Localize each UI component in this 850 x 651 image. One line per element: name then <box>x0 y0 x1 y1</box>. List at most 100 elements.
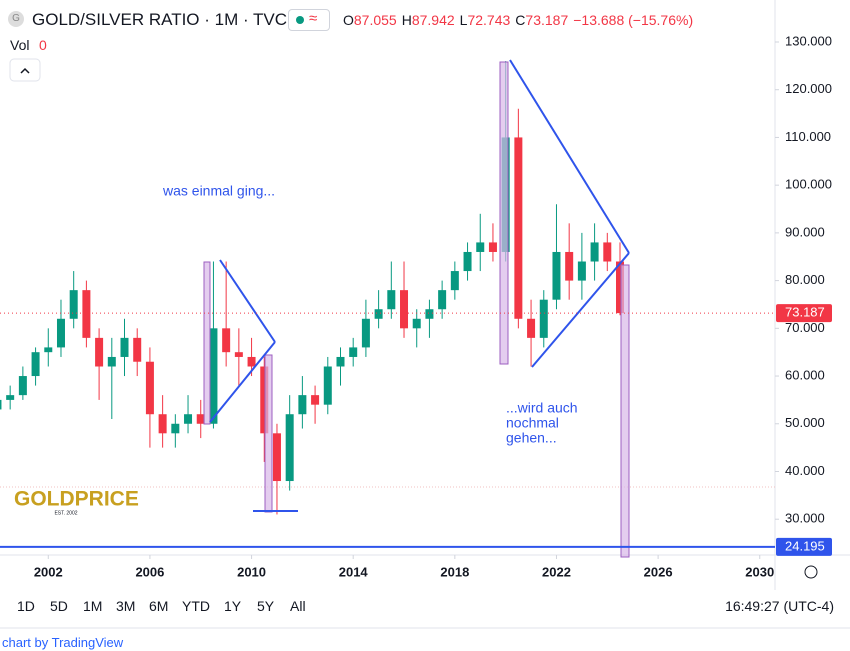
plot <box>0 61 624 515</box>
symbol[interactable]: GOLD/SILVER RATIO · 1M · TVC <box>32 10 288 29</box>
candle-body <box>577 261 586 281</box>
watermark-sub: EST. 2002 <box>54 510 77 516</box>
candle-body <box>539 299 548 338</box>
candle-body <box>69 290 78 319</box>
x-tick-label: 2026 <box>644 564 673 579</box>
candle-body <box>209 328 218 424</box>
range-button[interactable]: All <box>290 598 306 614</box>
candle-body <box>0 399 2 410</box>
box <box>264 354 273 513</box>
candle-body <box>95 337 104 367</box>
y-tick-label: 120.000 <box>785 81 832 96</box>
trend-lines <box>209 59 630 512</box>
candle-body <box>260 366 269 434</box>
candle-body <box>412 318 421 329</box>
x-tick-label: 2006 <box>135 564 164 579</box>
trend-line <box>509 59 630 254</box>
ohlc-key: O <box>343 12 354 28</box>
y-tick-label: 80.000 <box>785 272 825 287</box>
range-button[interactable]: 6M <box>149 598 169 614</box>
candle-body <box>514 137 523 319</box>
candle-body <box>311 395 320 405</box>
last-price-label: 73.187 <box>785 305 825 320</box>
candle-body <box>44 347 53 353</box>
candle-body <box>184 414 193 424</box>
candle-body <box>387 290 396 310</box>
y-tick-label: 40.000 <box>785 463 825 478</box>
range-button[interactable]: 5D <box>50 598 68 614</box>
hline-price-label: 24.195 <box>785 538 825 553</box>
ohlc-value: 87.942 <box>411 12 455 28</box>
candle-body <box>133 337 142 362</box>
symbol-logo: G <box>8 11 24 27</box>
watermark: GOLDPRICE <box>14 488 139 511</box>
candle-body <box>425 309 434 319</box>
candle-body <box>6 395 15 400</box>
trend-line <box>209 341 276 423</box>
trend-line <box>219 259 276 343</box>
candle-body <box>527 318 536 338</box>
x-tick-label: 2014 <box>339 564 369 579</box>
candle-body <box>349 347 358 357</box>
y-tick-label: 90.000 <box>785 224 825 239</box>
candle-body <box>565 251 574 281</box>
candle-body <box>247 356 256 367</box>
ohlc-key: L <box>459 12 468 28</box>
candle-body <box>158 414 167 434</box>
candle-body <box>234 352 243 357</box>
candle-body <box>488 242 497 252</box>
settings-icon[interactable] <box>804 565 818 579</box>
status-badge: ≈ <box>288 9 330 31</box>
y-tick-label: 110.000 <box>785 129 831 144</box>
candle-body <box>31 352 40 377</box>
candle-body <box>616 261 624 314</box>
candle-body <box>552 251 561 300</box>
footer[interactable]: chart by TradingView <box>2 635 124 650</box>
range-button[interactable]: 5Y <box>257 598 275 614</box>
ohlc-value: 87.055 <box>353 12 397 28</box>
vol-value: 0 <box>39 37 47 53</box>
y-tick-label: 70.000 <box>785 320 825 335</box>
range-button[interactable]: 1D <box>17 598 35 614</box>
y-tick-label: 50.000 <box>785 415 825 430</box>
range-button[interactable]: 3M <box>116 598 136 614</box>
candle-body <box>476 242 485 252</box>
y-tick-label: 30.000 <box>785 511 825 526</box>
candle-body <box>56 318 65 348</box>
range-button[interactable]: YTD <box>182 598 210 614</box>
x-tick-label: 2030 <box>745 564 774 579</box>
range-button[interactable]: 1M <box>83 598 103 614</box>
candle-body <box>18 376 27 396</box>
y-tick-label: 130.000 <box>785 33 832 48</box>
candle-body <box>82 290 91 338</box>
candle-body <box>196 414 205 424</box>
annotation: nochmal <box>506 415 559 431</box>
ohlc-key: C <box>515 12 526 28</box>
candle-body <box>171 423 180 434</box>
trend-line <box>531 252 630 368</box>
box <box>499 61 509 365</box>
range-button[interactable]: 1Y <box>224 598 242 614</box>
y-tick-label: 60.000 <box>785 367 825 382</box>
candle-body <box>463 251 472 272</box>
candle-body <box>450 271 459 291</box>
chevron <box>20 67 30 74</box>
ohlc: O87.055 H87.942 L72.743 C73.187 −13.688 (−15… <box>343 12 693 28</box>
annotation: ...wird auch <box>506 400 578 416</box>
vol-label: Vol <box>10 37 30 53</box>
box <box>620 264 630 558</box>
candle-body <box>145 361 154 415</box>
candle-body <box>438 290 447 310</box>
ohlc-key: H <box>401 12 412 28</box>
change: −13.688 (−15.76%) <box>573 12 694 28</box>
candle-body <box>222 328 231 353</box>
candle-body <box>400 290 409 329</box>
x-tick-label: 2022 <box>542 564 571 579</box>
candle-body <box>361 318 370 348</box>
x-tick-label: 2018 <box>440 564 469 579</box>
annotation: gehen... <box>506 430 557 446</box>
x-tick-label: 2010 <box>237 564 266 579</box>
last-price-box <box>776 304 832 323</box>
highlight-boxes <box>203 61 630 558</box>
